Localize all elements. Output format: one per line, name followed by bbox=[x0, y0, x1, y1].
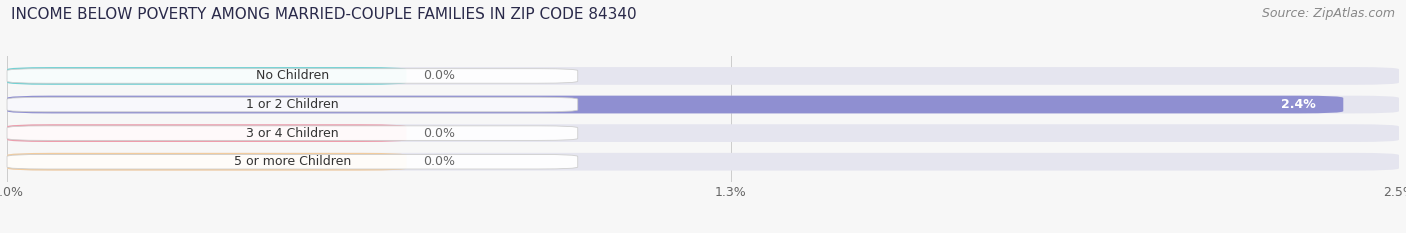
Text: 5 or more Children: 5 or more Children bbox=[233, 155, 352, 168]
FancyBboxPatch shape bbox=[7, 67, 406, 85]
FancyBboxPatch shape bbox=[7, 154, 578, 169]
FancyBboxPatch shape bbox=[7, 67, 1399, 85]
FancyBboxPatch shape bbox=[7, 69, 578, 83]
FancyBboxPatch shape bbox=[7, 153, 1399, 171]
Text: 1 or 2 Children: 1 or 2 Children bbox=[246, 98, 339, 111]
FancyBboxPatch shape bbox=[7, 126, 578, 140]
Text: 2.4%: 2.4% bbox=[1281, 98, 1316, 111]
FancyBboxPatch shape bbox=[7, 124, 406, 142]
FancyBboxPatch shape bbox=[7, 96, 1343, 113]
FancyBboxPatch shape bbox=[7, 96, 1399, 113]
FancyBboxPatch shape bbox=[7, 153, 406, 171]
FancyBboxPatch shape bbox=[7, 97, 578, 112]
Text: 3 or 4 Children: 3 or 4 Children bbox=[246, 127, 339, 140]
Text: 0.0%: 0.0% bbox=[423, 155, 456, 168]
Text: Source: ZipAtlas.com: Source: ZipAtlas.com bbox=[1261, 7, 1395, 20]
Text: 0.0%: 0.0% bbox=[423, 69, 456, 82]
FancyBboxPatch shape bbox=[7, 124, 1399, 142]
Text: 0.0%: 0.0% bbox=[423, 127, 456, 140]
Text: INCOME BELOW POVERTY AMONG MARRIED-COUPLE FAMILIES IN ZIP CODE 84340: INCOME BELOW POVERTY AMONG MARRIED-COUPL… bbox=[11, 7, 637, 22]
Text: No Children: No Children bbox=[256, 69, 329, 82]
